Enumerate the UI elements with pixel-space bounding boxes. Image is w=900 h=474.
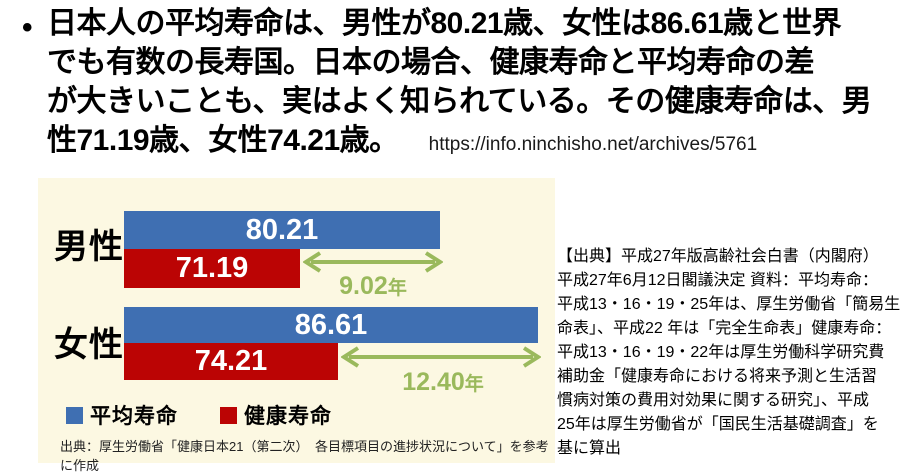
bar-female-healthy-value: 74.21 [194, 345, 268, 377]
bar-male-healthy: 71.19 [124, 249, 300, 288]
legend-swatch-healthy [220, 406, 237, 424]
citation-line: 【出典】平成27年版高齢社会白書（内閣府） [557, 248, 879, 265]
gap-value-female: 12.40 [402, 368, 465, 396]
intro-line-2: でも有数の長寿国。日本の場合、健康寿命と平均寿命の差 [47, 46, 815, 79]
citation-line: 補助金「健康寿命における将来予測と生活習 [557, 368, 878, 385]
legend-item-healthy: 健康寿命 [220, 400, 332, 430]
legend-item-average: 平均寿命 [66, 400, 178, 430]
gap-value-male: 9.02 [339, 272, 388, 300]
source-url: https://info.ninchisho.net/archives/5761 [428, 134, 758, 155]
category-label-female: 女性 [54, 326, 124, 364]
legend-label-average: 平均寿命 [90, 405, 178, 428]
gap-label-female: 12.40年 [343, 370, 543, 395]
chart-source-note: 出典：厚生労働省「健康日本21（第二次） 各目標項目の進捗状況について」を参考に… [60, 439, 549, 473]
category-label-male: 男性 [54, 228, 124, 266]
intro-line-1: 日本人の平均寿命は、男性が80.21歳、女性は86.61歳と世界 [47, 7, 842, 40]
citation-block: 【出典】平成27年版高齢社会白書（内閣府） 平成27年6月12日閣議決定 資料：… [557, 245, 900, 461]
double-arrow-icon [341, 346, 541, 368]
citation-line: 基に算出 [557, 440, 622, 457]
citation-line: 25年は厚生労働省が「国民生活基礎調査」を [557, 416, 879, 433]
gap-unit-male: 年 [387, 278, 407, 299]
bar-female-healthy: 74.21 [124, 343, 338, 380]
double-arrow-icon [303, 251, 443, 273]
citation-line: 平成13・16・19・22年は厚生労働科学研究費 [557, 344, 885, 361]
bar-female-average: 86.61 [124, 307, 538, 343]
citation-line: 平成27年6月12日閣議決定 資料：平均寿命： [557, 272, 878, 289]
life-expectancy-chart: 男性 女性 80.21 71.19 9.02年 86.61 74.21 12.4… [38, 178, 555, 473]
legend-swatch-average [66, 406, 83, 424]
legend-label-healthy: 健康寿命 [244, 405, 332, 428]
intro-line-4-text: 性71.19歳、女性74.21歳。 [47, 124, 399, 157]
bar-male-average-value: 80.21 [245, 213, 319, 246]
citation-line: 慣病対策の費用対効果に関する研究」、平成 [557, 392, 870, 409]
bar-male-healthy-value: 71.19 [175, 252, 249, 284]
intro-paragraph: 日本人の平均寿命は、男性が80.21歳、女性は86.61歳と世界 でも有数の長寿… [47, 4, 882, 164]
gap-unit-female: 年 [464, 374, 484, 395]
citation-line: 命表」、平成22 年は「完全生命表」健康寿命： [557, 320, 892, 337]
bar-female-average-value: 86.61 [294, 308, 368, 341]
intro-line-4: 性71.19歳、女性74.21歳。 https://info.ninchisho… [47, 121, 882, 164]
bar-male-average: 80.21 [124, 211, 440, 249]
chart-legend: 平均寿命 健康寿命 [66, 400, 332, 430]
intro-line-3: が大きいことも、実はよく知られている。その健康寿命は、男 [47, 85, 872, 118]
gap-label-male: 9.02年 [305, 274, 441, 299]
bullet-marker: • [22, 11, 33, 44]
citation-line: 平成13・16・19・25年は、厚生労働省「簡易生 [557, 296, 900, 313]
